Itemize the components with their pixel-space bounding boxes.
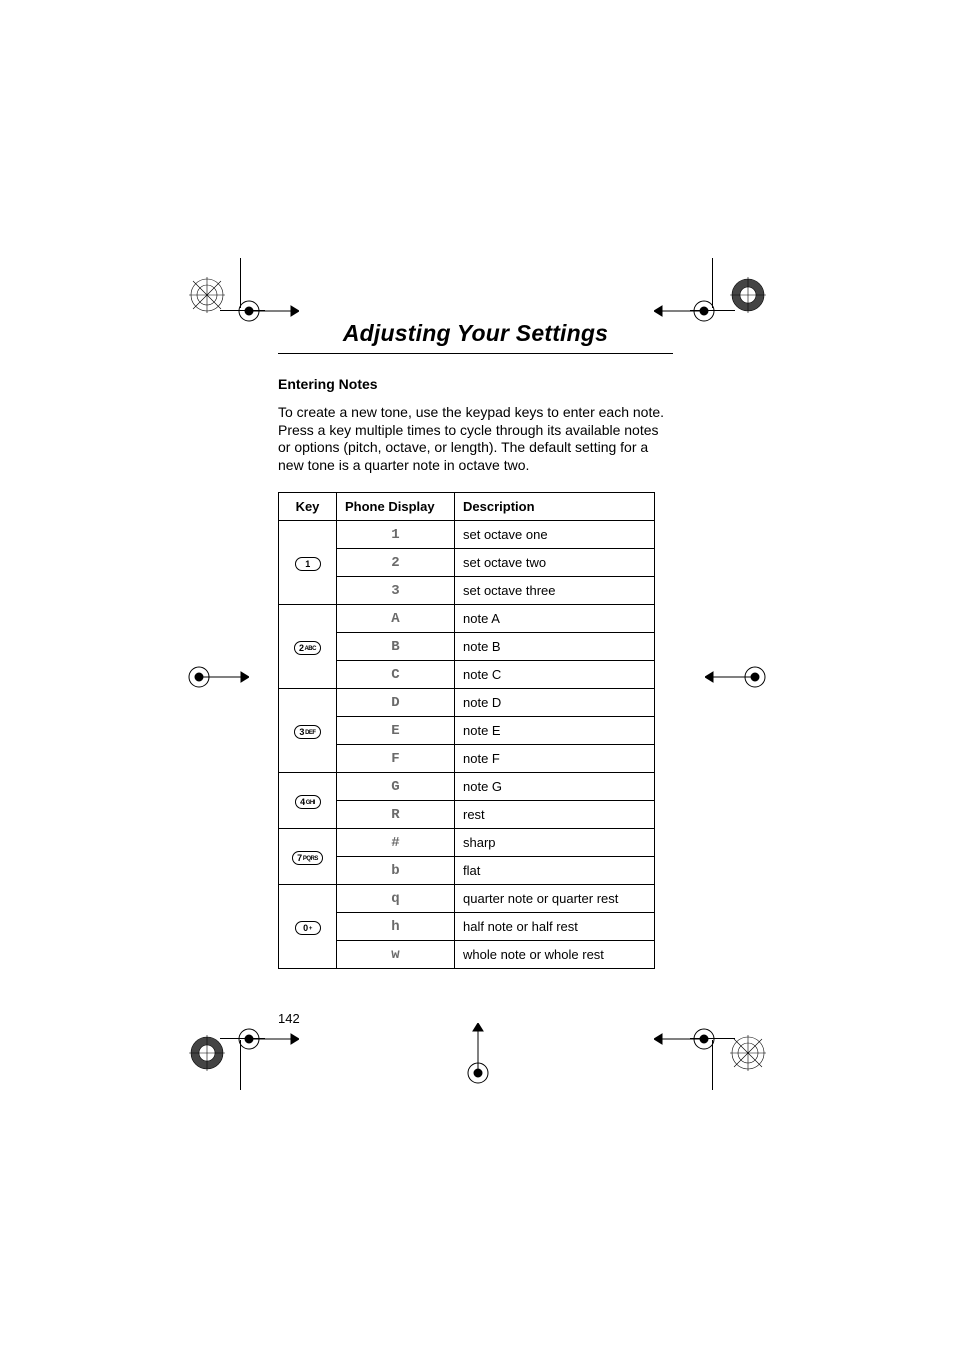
reg-mark-radial bbox=[730, 1035, 766, 1071]
display-cell: E bbox=[337, 717, 455, 745]
table-row: 2 ABCAnote A bbox=[279, 605, 655, 633]
key-cell: 0 + bbox=[279, 885, 337, 969]
keypad-key-icon: 1 bbox=[295, 557, 321, 571]
description-cell: rest bbox=[455, 801, 655, 829]
notes-table: Key Phone Display Description 11set octa… bbox=[278, 492, 655, 969]
crop-mark bbox=[712, 1040, 713, 1090]
display-cell: w bbox=[337, 941, 455, 969]
key-cell: 3 DEF bbox=[279, 689, 337, 773]
table-row: 7 PQRS#sharp bbox=[279, 829, 655, 857]
description-cell: half note or half rest bbox=[455, 913, 655, 941]
display-cell: B bbox=[337, 633, 455, 661]
description-cell: set octave one bbox=[455, 521, 655, 549]
description-cell: quarter note or quarter rest bbox=[455, 885, 655, 913]
reg-arrow bbox=[705, 662, 769, 692]
display-cell: b bbox=[337, 857, 455, 885]
description-cell: note F bbox=[455, 745, 655, 773]
key-cell: 7 PQRS bbox=[279, 829, 337, 885]
header-desc: Description bbox=[455, 493, 655, 521]
crop-mark bbox=[690, 1038, 735, 1039]
description-cell: note A bbox=[455, 605, 655, 633]
description-cell: whole note or whole rest bbox=[455, 941, 655, 969]
reg-arrow bbox=[235, 1024, 299, 1054]
display-cell: h bbox=[337, 913, 455, 941]
crop-mark bbox=[712, 258, 713, 308]
display-cell: F bbox=[337, 745, 455, 773]
keypad-key-icon: 0 + bbox=[295, 921, 321, 935]
description-cell: note E bbox=[455, 717, 655, 745]
description-cell: note G bbox=[455, 773, 655, 801]
key-cell: 1 bbox=[279, 521, 337, 605]
reg-arrow bbox=[654, 1024, 718, 1054]
key-cell: 2 ABC bbox=[279, 605, 337, 689]
display-cell: A bbox=[337, 605, 455, 633]
keypad-key-icon: 2 ABC bbox=[294, 641, 321, 655]
display-cell: C bbox=[337, 661, 455, 689]
section-heading: Entering Notes bbox=[278, 376, 673, 392]
description-cell: note C bbox=[455, 661, 655, 689]
table-row: 11set octave one bbox=[279, 521, 655, 549]
table-header-row: Key Phone Display Description bbox=[279, 493, 655, 521]
display-cell: 1 bbox=[337, 521, 455, 549]
description-cell: note B bbox=[455, 633, 655, 661]
reg-arrow bbox=[185, 662, 249, 692]
display-cell: D bbox=[337, 689, 455, 717]
keypad-key-icon: 7 PQRS bbox=[292, 851, 323, 865]
description-cell: set octave two bbox=[455, 549, 655, 577]
title-rule bbox=[278, 353, 673, 354]
section-paragraph: To create a new tone, use the keypad key… bbox=[278, 404, 673, 474]
display-cell: 3 bbox=[337, 577, 455, 605]
header-key: Key bbox=[279, 493, 337, 521]
crop-mark bbox=[690, 310, 735, 311]
keypad-key-icon: 3 DEF bbox=[294, 725, 320, 739]
description-cell: sharp bbox=[455, 829, 655, 857]
keypad-key-icon: 4 GHI bbox=[295, 795, 321, 809]
reg-mark-solid bbox=[730, 277, 766, 313]
page-number: 142 bbox=[278, 1011, 300, 1026]
display-cell: G bbox=[337, 773, 455, 801]
display-cell: 2 bbox=[337, 549, 455, 577]
description-cell: note D bbox=[455, 689, 655, 717]
table-row: 0 +qquarter note or quarter rest bbox=[279, 885, 655, 913]
reg-mark-solid bbox=[189, 1035, 225, 1071]
page-title: Adjusting Your Settings bbox=[278, 320, 673, 347]
table-row: 3 DEFDnote D bbox=[279, 689, 655, 717]
key-cell: 4 GHI bbox=[279, 773, 337, 829]
description-cell: set octave three bbox=[455, 577, 655, 605]
table-row: 4 GHIGnote G bbox=[279, 773, 655, 801]
display-cell: R bbox=[337, 801, 455, 829]
display-cell: # bbox=[337, 829, 455, 857]
display-cell: q bbox=[337, 885, 455, 913]
reg-arrow bbox=[463, 1023, 493, 1087]
description-cell: flat bbox=[455, 857, 655, 885]
page-content: Adjusting Your Settings Entering Notes T… bbox=[278, 320, 673, 969]
header-display: Phone Display bbox=[337, 493, 455, 521]
reg-mark-radial bbox=[189, 277, 225, 313]
